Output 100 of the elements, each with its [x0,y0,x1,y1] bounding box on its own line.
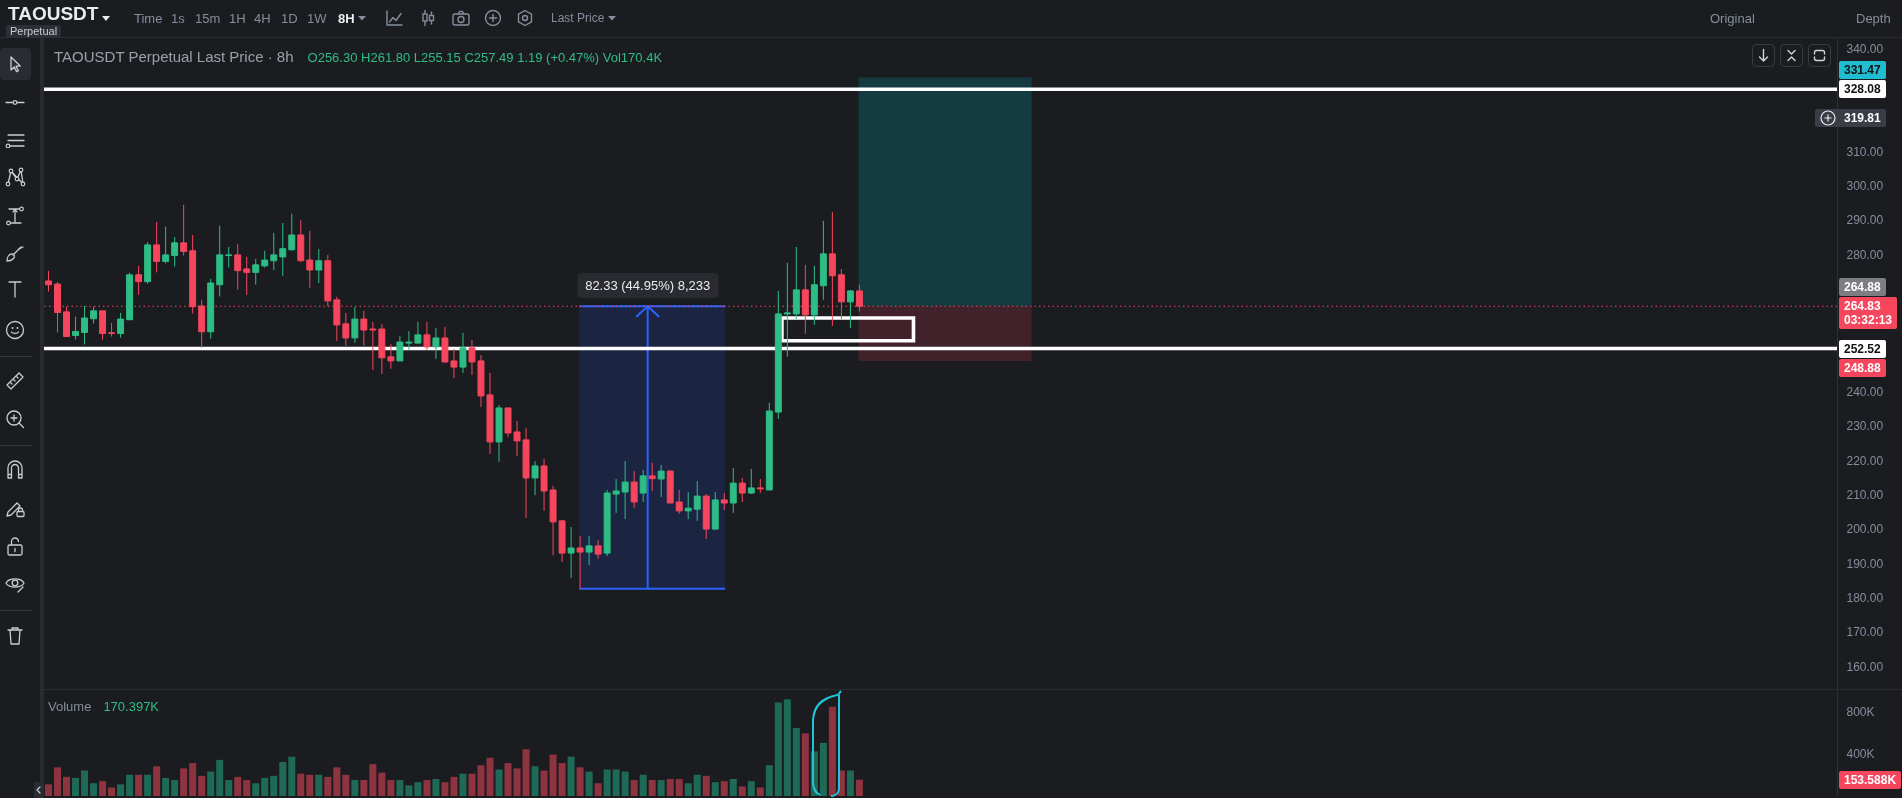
y-tick-label: 240.00 [1846,384,1884,399]
candlestick [351,306,359,344]
candlestick [612,478,620,514]
ref-line-label: 252.52 [1839,339,1886,358]
bar [306,774,314,796]
y-tick-label: 200.00 [1846,522,1884,537]
candlestick [234,243,242,291]
bar [72,777,80,796]
candlestick [531,460,539,496]
bar [594,783,602,796]
y-tick-label: 190.00 [1846,556,1884,571]
bar [612,769,620,796]
candlestick [135,265,143,296]
candlestick [72,316,80,340]
bar [432,779,440,796]
bar [63,776,71,796]
bar [297,773,305,796]
bar [774,702,782,796]
bar [261,777,269,796]
text: 1s [171,11,185,27]
y-tick-label: 340.00 [1846,41,1884,56]
candlestick [270,232,278,271]
bar [504,763,512,796]
bar [333,767,341,796]
text: 264.88 [1839,278,1886,297]
candlestick [693,480,701,522]
bar [225,780,233,796]
bar [207,771,215,796]
candlestick [594,539,602,560]
candlestick [648,462,656,492]
bar [108,787,116,796]
bar [180,768,188,796]
text: Perpetual [6,25,62,38]
y-tick-label: 310.00 [1846,144,1884,159]
candlestick [639,469,647,503]
bar [693,774,701,796]
bar [639,774,647,796]
text: 153.588K [1839,770,1902,789]
bar [315,774,323,796]
text: 331.47 [1839,61,1886,80]
y-tick-label: 160.00 [1846,659,1884,674]
y-tick-label: 400K [1846,747,1875,762]
bar [405,785,413,796]
y-tick-label: 230.00 [1846,419,1884,434]
text: TAOUSDT [8,3,99,25]
bar [189,763,197,796]
candlestick [585,535,593,566]
bar [243,780,251,796]
text: 8H [338,11,355,27]
bar [792,728,800,796]
bar [450,776,458,796]
bar [702,775,710,796]
candlestick [729,467,737,514]
candlestick [153,221,161,273]
text: 1W [307,11,327,27]
candlestick [180,204,188,257]
text: Volume [48,699,92,714]
y-tick-label: 170.00 [1846,625,1884,640]
bar [396,780,404,796]
candlestick [684,491,692,520]
candlestick [342,312,350,347]
candlestick [675,489,683,515]
bar [522,749,530,796]
bar [279,762,287,796]
y-tick-label: 220.00 [1846,453,1884,468]
bar [585,771,593,796]
text: Last Price [551,11,605,26]
candlestick [279,222,287,277]
candlestick [360,310,368,346]
bar [414,782,422,796]
bar [738,786,746,796]
candlestick [99,310,107,341]
candlestick [738,477,746,503]
bar [711,782,719,796]
candlestick [306,230,314,289]
y-tick-label: 180.00 [1846,590,1884,605]
bar [819,742,827,796]
bar [540,770,548,796]
bar [558,763,566,796]
bar [135,774,143,796]
candlestick [315,248,323,284]
bar [153,766,161,796]
candlestick [288,213,296,252]
bar [54,767,62,796]
bar [369,764,377,796]
bar [351,780,359,796]
bar [324,776,332,796]
candlestick [252,258,260,286]
bar [549,754,557,796]
candlestick [630,470,638,509]
text: 1H [229,11,246,27]
candlestick [846,289,854,329]
bar [675,779,683,796]
bar [495,769,503,796]
bar [99,781,107,796]
bar [855,779,863,796]
bar [342,774,350,796]
text: 248.88 [1839,358,1886,377]
candlestick [117,312,125,339]
bar [162,777,170,796]
